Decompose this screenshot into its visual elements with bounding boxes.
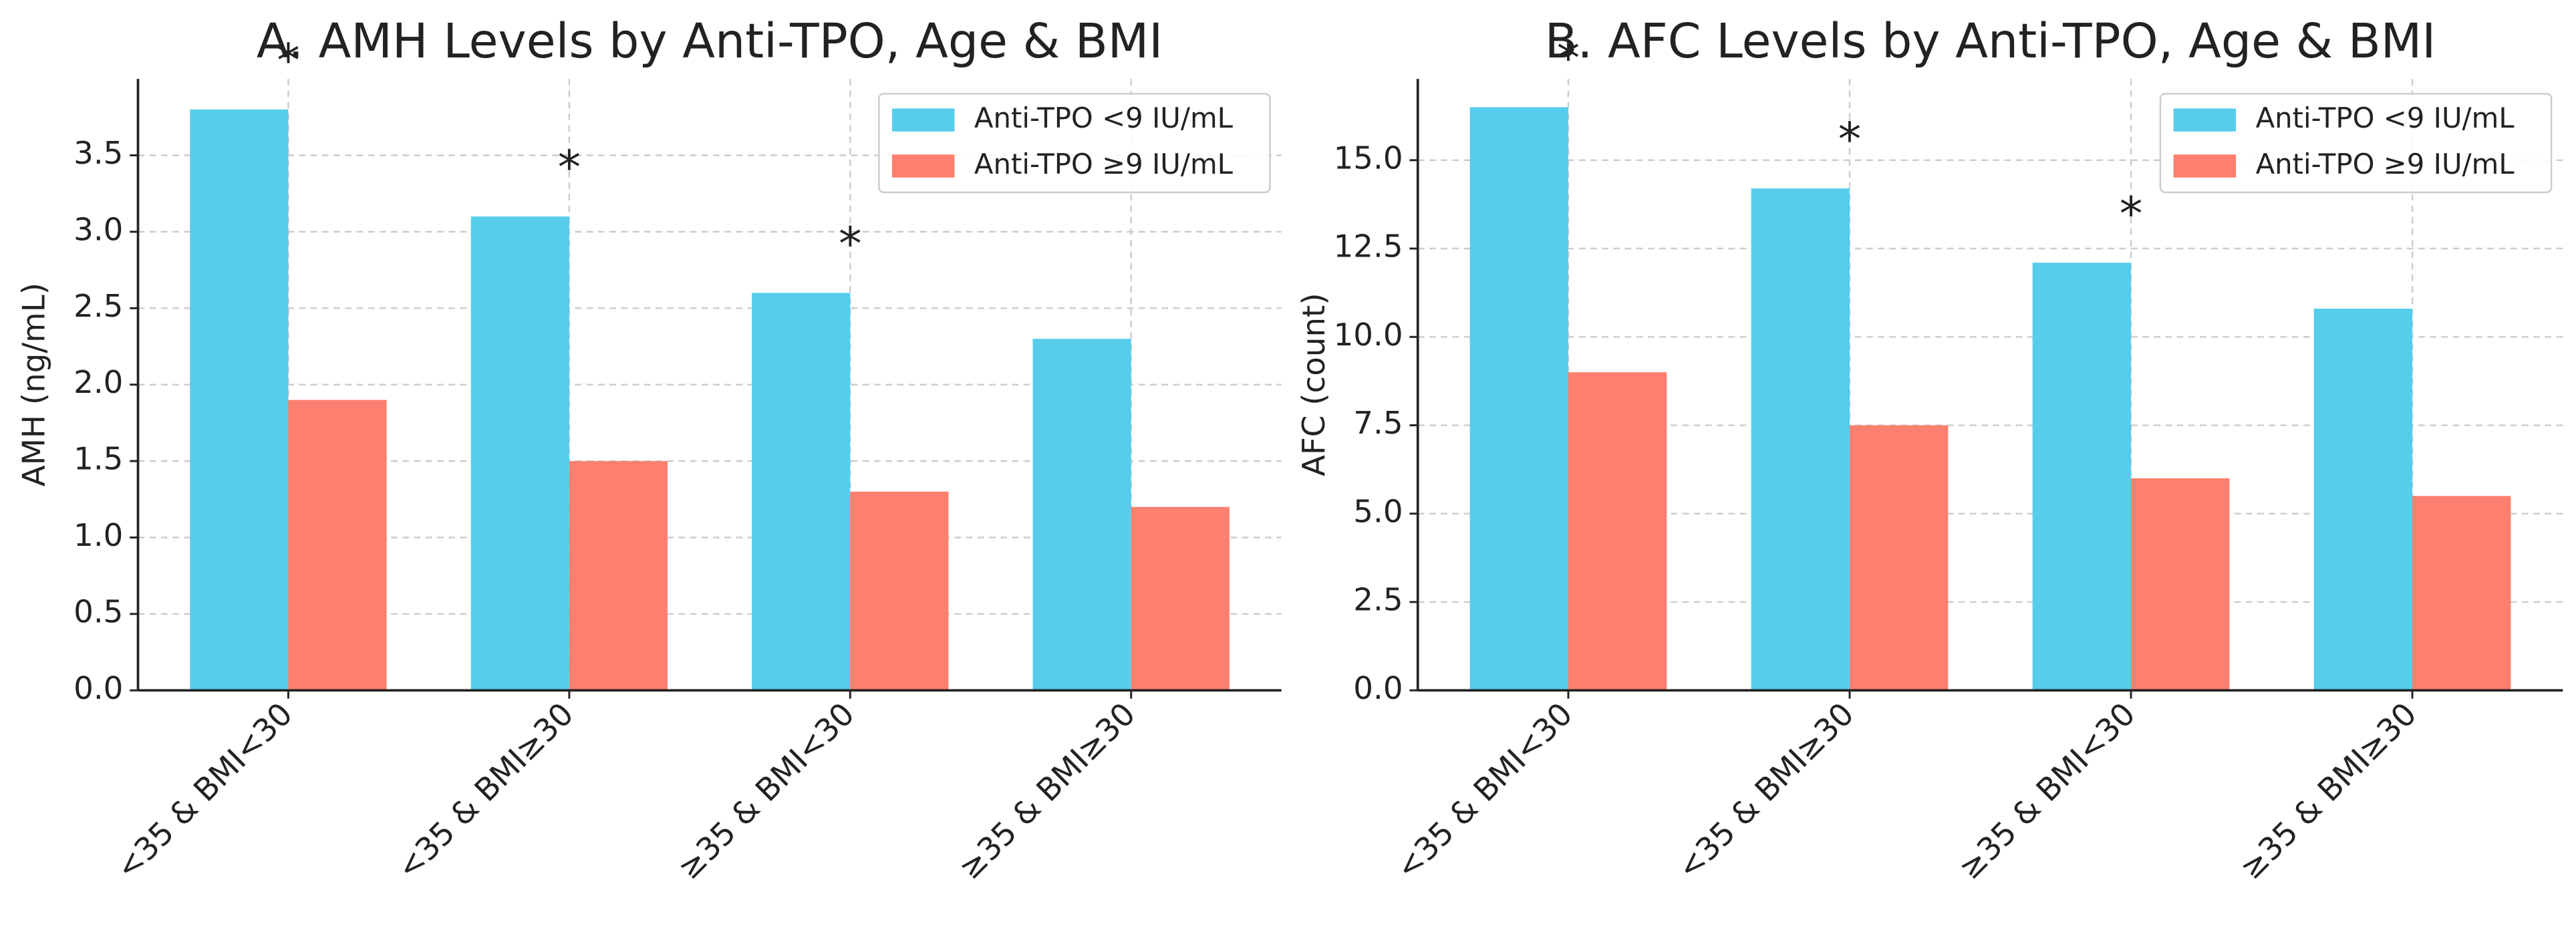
bar bbox=[1469, 107, 1568, 691]
y-tick-label: 1.5 bbox=[74, 442, 123, 478]
x-tick-group: ≥35 & BMI<30 bbox=[1952, 696, 2142, 887]
y-tick-label: 15.0 bbox=[1334, 140, 1403, 176]
x-tick-label: ≥35 & BMI<30 bbox=[671, 696, 861, 887]
bar bbox=[752, 293, 851, 691]
y-tick-label: 7.5 bbox=[1353, 406, 1403, 442]
significance-marker: * bbox=[1838, 113, 1861, 166]
bar bbox=[2032, 263, 2132, 691]
y-tick-label: 2.5 bbox=[1353, 583, 1403, 619]
bar bbox=[288, 400, 387, 691]
x-tick-group: <35 & BMI≥30 bbox=[1671, 696, 1861, 887]
y-tick-label: 1.0 bbox=[74, 518, 123, 554]
legend-swatch bbox=[891, 154, 955, 178]
x-tick-label: <35 & BMI<30 bbox=[110, 696, 300, 887]
x-tick-label: <35 & BMI≥30 bbox=[1671, 696, 1861, 887]
bar bbox=[569, 461, 668, 691]
legend-swatch bbox=[2173, 108, 2237, 132]
bar bbox=[1131, 506, 1230, 691]
bar bbox=[2313, 308, 2413, 691]
x-tick-label: ≥35 & BMI≥30 bbox=[2233, 696, 2424, 887]
x-tick-group: ≥35 & BMI<30 bbox=[671, 696, 861, 887]
chart-title: A. AMH Levels by Anti-TPO, Age & BMI bbox=[257, 13, 1163, 69]
y-axis-label: AMH (ng/mL) bbox=[17, 283, 53, 486]
bar bbox=[2131, 478, 2230, 691]
legend-label: Anti-TPO <9 IU/mL bbox=[2256, 102, 2515, 134]
x-tick-group: ≥35 & BMI≥30 bbox=[952, 696, 1143, 887]
significance-marker: * bbox=[277, 34, 299, 88]
bar bbox=[850, 491, 949, 691]
x-tick-group: <35 & BMI<30 bbox=[110, 696, 300, 887]
legend-box bbox=[2159, 93, 2553, 194]
y-tick-label: 0.0 bbox=[74, 671, 123, 707]
x-tick-label: <35 & BMI≥30 bbox=[390, 696, 581, 887]
y-tick-label: 2.5 bbox=[74, 289, 123, 325]
y-tick-label: 10.0 bbox=[1334, 317, 1403, 353]
x-tick-group: ≥35 & BMI≥30 bbox=[2233, 696, 2424, 887]
legend-swatch bbox=[891, 108, 955, 132]
bar bbox=[1032, 339, 1131, 691]
significance-marker: * bbox=[2120, 187, 2142, 241]
y-tick-label: 5.0 bbox=[1353, 494, 1403, 530]
bar bbox=[470, 216, 569, 691]
x-tick-label: ≥35 & BMI≥30 bbox=[952, 696, 1143, 887]
legend-label: Anti-TPO ≥9 IU/mL bbox=[974, 148, 1234, 180]
significance-marker: * bbox=[1557, 32, 1580, 86]
chart-title: B. AFC Levels by Anti-TPO, Age & BMI bbox=[1545, 13, 2436, 69]
bar bbox=[190, 109, 289, 691]
significance-marker: * bbox=[558, 141, 581, 194]
y-tick-label: 0.5 bbox=[74, 594, 123, 630]
y-axis-label: AFC (count) bbox=[1296, 293, 1332, 476]
x-tick-group: <35 & BMI≥30 bbox=[390, 696, 581, 887]
y-tick-label: 12.5 bbox=[1334, 229, 1403, 265]
bar bbox=[1850, 425, 1949, 691]
y-tick-label: 0.0 bbox=[1353, 671, 1403, 707]
x-tick-label: <35 & BMI<30 bbox=[1389, 696, 1580, 887]
x-tick-label: ≥35 & BMI<30 bbox=[1952, 696, 2142, 887]
y-tick-label: 3.0 bbox=[74, 212, 123, 248]
y-tick-label: 2.0 bbox=[74, 365, 123, 401]
y-tick-label: 3.5 bbox=[74, 136, 123, 172]
bar bbox=[1751, 188, 1850, 691]
significance-marker: * bbox=[839, 218, 861, 271]
bar bbox=[2412, 496, 2511, 691]
bar bbox=[1568, 372, 1667, 691]
legend-box bbox=[878, 93, 1271, 194]
legend-swatch bbox=[2173, 154, 2237, 178]
legend-label: Anti-TPO <9 IU/mL bbox=[974, 102, 1234, 134]
x-tick-group: <35 & BMI<30 bbox=[1389, 696, 1580, 887]
legend-label: Anti-TPO ≥9 IU/mL bbox=[2256, 148, 2515, 180]
